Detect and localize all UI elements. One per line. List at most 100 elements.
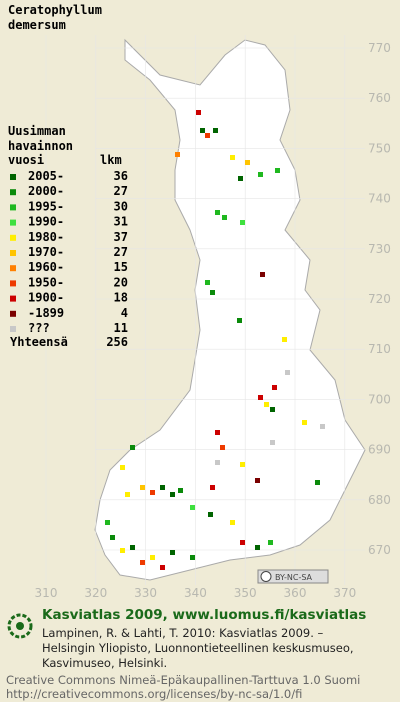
obs-square: [264, 402, 269, 407]
total-label: Yhteensä: [10, 335, 68, 349]
observation-squares: [105, 110, 325, 570]
obs-square: [105, 520, 110, 525]
legend-count: 11: [114, 321, 128, 335]
obs-square: [205, 280, 210, 285]
legend-label: 1970-: [28, 245, 64, 259]
obs-square: [175, 152, 180, 157]
badge-box: [257, 569, 329, 584]
legend-count: 4: [121, 306, 128, 320]
northing-label: 690: [368, 443, 391, 457]
legend-swatch: [10, 234, 16, 241]
obs-square: [285, 370, 290, 375]
obs-square: [302, 420, 307, 425]
legend-label: 1990-: [28, 215, 64, 229]
northing-label: 680: [368, 493, 391, 507]
obs-square: [178, 488, 183, 493]
northing-label: 710: [368, 342, 391, 356]
obs-square: [150, 555, 155, 560]
badge-text: BY-NC-SA: [275, 573, 313, 582]
northing-label: 750: [368, 141, 391, 155]
obs-square: [120, 465, 125, 470]
obs-square: [160, 565, 165, 570]
obs-square: [220, 445, 225, 450]
footer-headline: Kasviatlas 2009, www.luomus.fi/kasviatla…: [42, 607, 366, 623]
obs-square: [125, 492, 130, 497]
northing-label: 760: [368, 91, 391, 105]
legend-swatch: [10, 310, 16, 317]
logo-ring: [7, 613, 33, 639]
obs-square: [170, 492, 175, 497]
obs-square: [238, 176, 243, 181]
legend-count: 15: [114, 260, 128, 274]
citation-line: Lampinen, R. & Lahti, T. 2010: Kasviatla…: [42, 626, 324, 640]
legend-count: 20: [114, 275, 128, 289]
legend-count: 27: [114, 245, 128, 259]
obs-square: [237, 318, 242, 323]
legend-count-heading: lkm: [100, 153, 122, 167]
legend-swatch: [10, 204, 16, 211]
obs-square: [230, 520, 235, 525]
legend-label: 2000-: [28, 184, 64, 198]
obs-square: [110, 535, 115, 540]
legend-count: 31: [114, 215, 128, 229]
obs-square: [255, 478, 260, 483]
obs-square: [270, 407, 275, 412]
citation-line: Helsingin Yliopisto, Luonnontieteellinen…: [42, 641, 354, 655]
obs-square: [282, 337, 287, 342]
obs-square: [210, 290, 215, 295]
obs-square: [190, 555, 195, 560]
logo: [7, 613, 33, 639]
legend-swatch: [10, 250, 16, 256]
obs-square: [272, 385, 277, 390]
legend-count: 27: [114, 184, 128, 198]
easting-label: 310: [35, 586, 58, 600]
northing-label: 740: [368, 192, 391, 206]
obs-square: [245, 160, 250, 165]
citation-line: Kasvimuseo, Helsinki.: [42, 656, 167, 670]
easting-label: 350: [234, 586, 257, 600]
obs-square: [270, 440, 275, 445]
legend-swatch: [10, 265, 16, 272]
easting-label: 340: [184, 586, 207, 600]
legend-label: 1960-: [28, 260, 64, 274]
obs-square: [320, 424, 325, 429]
obs-square: [240, 462, 245, 467]
legend-swatch: [10, 326, 16, 332]
obs-square: [130, 445, 135, 450]
legend-label: 1980-: [28, 230, 64, 244]
legend-count: 18: [114, 291, 128, 305]
obs-square: [215, 210, 220, 215]
legend-swatch: [10, 174, 16, 180]
cc-icon: [260, 571, 272, 582]
easting-label: 330: [134, 586, 157, 600]
total-count: 256: [106, 335, 128, 349]
legend-label: -1899: [28, 306, 64, 320]
obs-square: [120, 548, 125, 553]
obs-square: [240, 540, 245, 545]
easting-label: 360: [284, 586, 307, 600]
obs-square: [130, 545, 135, 550]
legend-swatch: [10, 280, 16, 287]
legend-swatch: [10, 295, 16, 302]
legend-heading: vuosi: [8, 153, 44, 167]
legend-count: 30: [114, 199, 128, 213]
obs-square: [255, 545, 260, 550]
northing-label: 720: [368, 292, 391, 306]
northing-label: 700: [368, 392, 391, 406]
species-title: Ceratophyllum: [8, 3, 102, 17]
obs-square: [215, 430, 220, 435]
obs-square: [150, 490, 155, 495]
legend-heading: Uusimman: [8, 124, 66, 138]
license-line: Creative Commons Nimeä-Epäkaupallinen-Ta…: [6, 673, 360, 687]
obs-square: [210, 485, 215, 490]
obs-square: [160, 485, 165, 490]
map-grid: [45, 35, 365, 585]
obs-square: [215, 460, 220, 465]
northing-label: 730: [368, 242, 391, 256]
obs-square: [205, 133, 210, 138]
license-badge: BY-NC-SA: [257, 569, 329, 584]
obs-square: [213, 128, 218, 133]
obs-square: [315, 480, 320, 485]
legend-heading: havainnon: [8, 139, 73, 153]
